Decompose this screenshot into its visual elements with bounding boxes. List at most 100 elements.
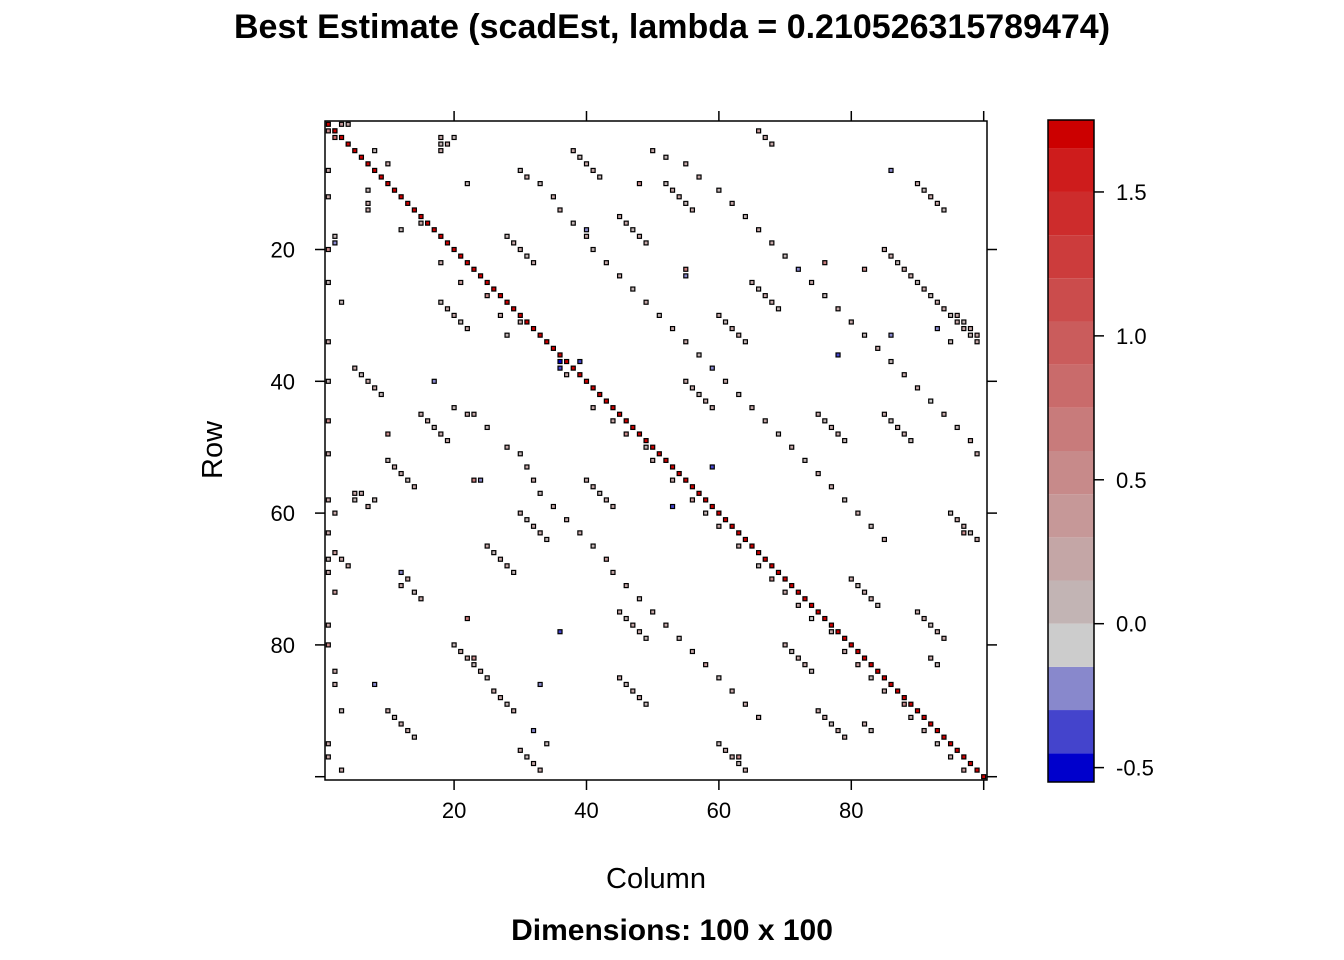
- heatmap-cell: [372, 497, 378, 503]
- heatmap-cell: [643, 635, 649, 641]
- heatmap-cell: [815, 708, 821, 714]
- heatmap-cell: [610, 418, 616, 424]
- heatmap-cell: [663, 181, 669, 187]
- x-tick-label: 20: [442, 798, 466, 823]
- heatmap-cell: [418, 220, 424, 226]
- heatmap-cell: [696, 174, 702, 180]
- heatmap-cell: [577, 154, 583, 160]
- heatmap-cell: [828, 424, 835, 431]
- heatmap-cell: [471, 655, 477, 661]
- heatmap-cell: [881, 246, 888, 253]
- heatmap-cell: [835, 352, 841, 358]
- heatmap-cell: [928, 398, 934, 404]
- diagonal-cell: [875, 668, 881, 674]
- heatmap-cell: [669, 477, 676, 483]
- heatmap-cell: [895, 260, 901, 266]
- heatmap-cell: [749, 279, 755, 286]
- heatmap-cell: [544, 536, 550, 543]
- heatmap-cell: [689, 648, 696, 655]
- heatmap-cell: [861, 721, 868, 727]
- x-tick-label: 40: [574, 798, 598, 823]
- heatmap-cell: [736, 760, 742, 767]
- diagonal-cell: [974, 767, 980, 773]
- y-tick-label: 80: [271, 633, 295, 658]
- heatmap-cell: [742, 767, 748, 773]
- heatmap-cell: [517, 246, 523, 253]
- heatmap-cell: [385, 708, 391, 714]
- heatmap-cell: [802, 457, 808, 463]
- heatmap-cell: [564, 517, 570, 523]
- heatmap-cell: [729, 754, 735, 760]
- diagonal-cell: [464, 260, 470, 266]
- heatmap-cell: [411, 734, 417, 740]
- heatmap-cell: [325, 556, 331, 562]
- heatmap-cells: [325, 121, 987, 780]
- heatmap-cell: [961, 325, 967, 332]
- heatmap-cell: [881, 411, 888, 417]
- heatmap-cell: [769, 240, 775, 246]
- diagonal-cell: [921, 714, 927, 720]
- heatmap-cell: [524, 174, 530, 180]
- diagonal-cell: [590, 385, 596, 391]
- heatmap-cell: [517, 510, 523, 516]
- heatmap-cell: [332, 668, 338, 674]
- heatmap-cell: [590, 246, 596, 253]
- diagonal-cell: [358, 154, 365, 160]
- diagonal-cell: [947, 741, 954, 747]
- diagonal-cell: [610, 405, 616, 411]
- colorbar-segment: [1048, 623, 1094, 667]
- heatmap-cell: [703, 510, 709, 516]
- heatmap-cell: [325, 497, 331, 503]
- diagonal-cell: [703, 497, 709, 503]
- heatmap-cell: [405, 727, 411, 734]
- heatmap-cell: [755, 227, 762, 233]
- heatmap-cell: [623, 220, 629, 226]
- y-tick-label: 60: [271, 501, 295, 526]
- heatmap-cell: [954, 319, 960, 325]
- heatmap-cell: [709, 464, 715, 470]
- heatmap-cell: [775, 431, 782, 437]
- heatmap-cell: [557, 207, 563, 213]
- heatmap-cell: [716, 741, 722, 747]
- diagonal-cell: [928, 721, 934, 727]
- heatmap-cell: [451, 312, 457, 319]
- diagonal-cell: [484, 279, 490, 286]
- heatmap-cell: [325, 642, 331, 648]
- heatmap-cell: [967, 438, 974, 444]
- diagonal-cell: [471, 266, 477, 272]
- heatmap-cell: [524, 464, 530, 470]
- y-tick-label: 20: [271, 238, 295, 263]
- heatmap-cell: [842, 648, 848, 655]
- diagonal-cell: [736, 530, 742, 536]
- diagonal-cell: [842, 635, 848, 641]
- heatmap-cell: [669, 503, 676, 510]
- heatmap-cell: [888, 358, 894, 365]
- diagonal-cell: [550, 345, 557, 351]
- heatmap-cell: [504, 332, 510, 338]
- y-axis-title: Row: [197, 420, 229, 479]
- heatmap-cell: [557, 629, 563, 635]
- heatmap-cell: [736, 754, 742, 760]
- heatmap-cell: [888, 332, 894, 338]
- diagonal-cell: [663, 457, 669, 463]
- heatmap-cell: [630, 622, 636, 628]
- diagonal-cell: [669, 464, 676, 470]
- diagonal-cell: [855, 648, 861, 655]
- heatmap-cell: [722, 319, 729, 325]
- heatmap-cell: [471, 477, 477, 483]
- diagonal-cell: [345, 141, 351, 147]
- heatmap-cell: [908, 714, 914, 720]
- heatmap-cell: [683, 266, 689, 272]
- heatmap-cell: [928, 655, 934, 661]
- heatmap-cell: [405, 576, 411, 582]
- heatmap-cell: [372, 385, 378, 391]
- diagonal-cell: [729, 523, 735, 529]
- heatmap-cell: [345, 563, 351, 569]
- heatmap-cell: [385, 457, 391, 463]
- x-axis-title: Column: [606, 863, 706, 895]
- heatmap-cell: [656, 312, 662, 319]
- heatmap-cell: [928, 194, 934, 200]
- diagonal-cell: [477, 273, 484, 279]
- heatmap-cell: [762, 293, 768, 299]
- diagonal-cell: [570, 365, 576, 371]
